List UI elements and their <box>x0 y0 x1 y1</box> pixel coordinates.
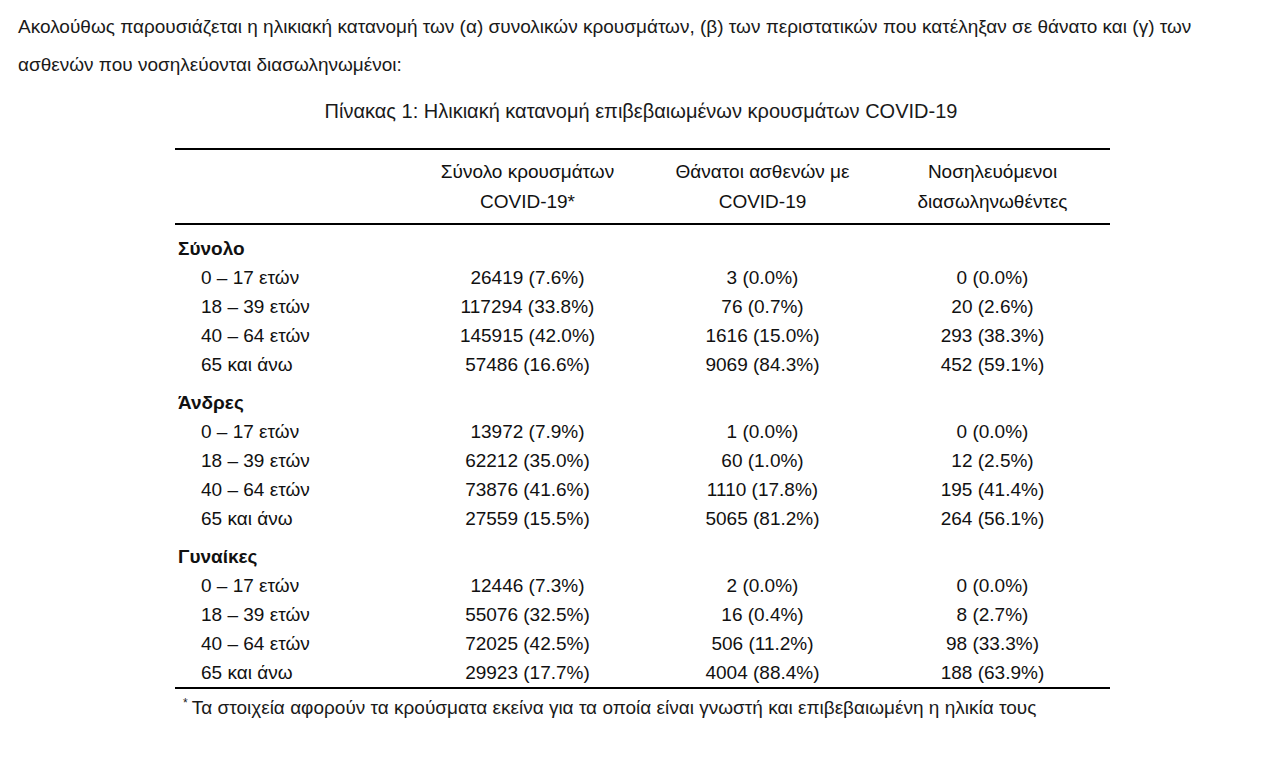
table-row: 65 και άνω 57486 (16.6%) 9069 (84.3%) 45… <box>175 350 1110 379</box>
age-label: 18 – 39 ετών <box>175 600 405 629</box>
table-row: 40 – 64 ετών 73876 (41.6%) 1110 (17.8%) … <box>175 475 1110 504</box>
header-row: Σύνολο κρουσμάτων COVID-19* Θάνατοι ασθεν… <box>175 149 1110 224</box>
table-row: 18 – 39 ετών 62212 (35.0%) 60 (1.0%) 12 … <box>175 446 1110 475</box>
table-row: 65 και άνω 27559 (15.5%) 5065 (81.2%) 26… <box>175 504 1110 533</box>
intubated-value: 0 (0.0%) <box>875 417 1110 446</box>
age-label: 18 – 39 ετών <box>175 292 405 321</box>
age-label: 65 και άνω <box>175 350 405 379</box>
cases-value: 13972 (7.9%) <box>405 417 650 446</box>
cases-value: 145915 (42.0%) <box>405 321 650 350</box>
covid-age-distribution-table: Σύνολο κρουσμάτων COVID-19* Θάνατοι ασθεν… <box>175 148 1110 689</box>
intubated-value: 195 (41.4%) <box>875 475 1110 504</box>
deaths-value: 76 (0.7%) <box>650 292 875 321</box>
deaths-value: 9069 (84.3%) <box>650 350 875 379</box>
table-body: Σύνολο 0 – 17 ετών 26419 (7.6%) 3 (0.0%)… <box>175 224 1110 688</box>
table-row: 65 και άνω 29923 (17.7%) 4004 (88.4%) 18… <box>175 658 1110 688</box>
age-label: 65 και άνω <box>175 504 405 533</box>
table-row: 40 – 64 ετών 72025 (42.5%) 506 (11.2%) 9… <box>175 629 1110 658</box>
age-label: 0 – 17 ετών <box>175 263 405 292</box>
deaths-value: 4004 (88.4%) <box>650 658 875 688</box>
table-row: 18 – 39 ετών 55076 (32.5%) 16 (0.4%) 8 (… <box>175 600 1110 629</box>
intubated-value: 293 (38.3%) <box>875 321 1110 350</box>
header-deaths: Θάνατοι ασθενών με COVID-19 <box>650 149 875 224</box>
deaths-value: 5065 (81.2%) <box>650 504 875 533</box>
cases-value: 27559 (15.5%) <box>405 504 650 533</box>
table-row: 18 – 39 ετών 117294 (33.8%) 76 (0.7%) 20… <box>175 292 1110 321</box>
cases-value: 62212 (35.0%) <box>405 446 650 475</box>
header-intubated-line2: διασωληνωθέντες <box>917 191 1067 212</box>
header-deaths-line1: Θάνατοι ασθενών με <box>676 161 850 182</box>
section-header-total: Σύνολο <box>175 224 1110 263</box>
table-footnote: * Τα στοιχεία αφορούν τα κρούσματα εκείνα… <box>183 696 1282 719</box>
header-intubated: Νοσηλευόμενοι διασωληνωθέντες <box>875 149 1110 224</box>
cases-value: 55076 (32.5%) <box>405 600 650 629</box>
deaths-value: 1110 (17.8%) <box>650 475 875 504</box>
header-total-cases-line1: Σύνολο κρουσμάτων <box>441 161 614 182</box>
cases-value: 29923 (17.7%) <box>405 658 650 688</box>
footnote-text: Τα στοιχεία αφορούν τα κρούσματα εκείνα … <box>192 697 1037 718</box>
deaths-value: 60 (1.0%) <box>650 446 875 475</box>
age-label: 40 – 64 ετών <box>175 475 405 504</box>
table-title: Πίνακας 1: Ηλικιακή κατανομή επιβεβαιωμέ… <box>0 100 1282 123</box>
intubated-value: 8 (2.7%) <box>875 600 1110 629</box>
deaths-value: 1 (0.0%) <box>650 417 875 446</box>
intubated-value: 264 (56.1%) <box>875 504 1110 533</box>
table-row: 40 – 64 ετών 145915 (42.0%) 1616 (15.0%)… <box>175 321 1110 350</box>
header-total-cases: Σύνολο κρουσμάτων COVID-19* <box>405 149 650 224</box>
age-label: 0 – 17 ετών <box>175 571 405 600</box>
intubated-value: 20 (2.6%) <box>875 292 1110 321</box>
deaths-value: 506 (11.2%) <box>650 629 875 658</box>
document-page: Ακολούθως παρουσιάζεται η ηλικιακή καταν… <box>0 0 1282 764</box>
deaths-value: 16 (0.4%) <box>650 600 875 629</box>
deaths-value: 3 (0.0%) <box>650 263 875 292</box>
header-empty <box>175 149 405 224</box>
section-header-men: Άνδρες <box>175 379 1110 417</box>
intubated-value: 12 (2.5%) <box>875 446 1110 475</box>
age-label: 65 και άνω <box>175 658 405 688</box>
intubated-value: 188 (63.9%) <box>875 658 1110 688</box>
intubated-value: 98 (33.3%) <box>875 629 1110 658</box>
intubated-value: 452 (59.1%) <box>875 350 1110 379</box>
table-header: Σύνολο κρουσμάτων COVID-19* Θάνατοι ασθεν… <box>175 149 1110 224</box>
intro-line-1: Ακολούθως παρουσιάζεται η ηλικιακή καταν… <box>18 16 1191 37</box>
cases-value: 73876 (41.6%) <box>405 475 650 504</box>
age-label: 40 – 64 ετών <box>175 629 405 658</box>
age-label: 18 – 39 ετών <box>175 446 405 475</box>
cases-value: 117294 (33.8%) <box>405 292 650 321</box>
age-label: 40 – 64 ετών <box>175 321 405 350</box>
cases-value: 72025 (42.5%) <box>405 629 650 658</box>
deaths-value: 2 (0.0%) <box>650 571 875 600</box>
age-label: 0 – 17 ετών <box>175 417 405 446</box>
section-header-women: Γυναίκες <box>175 533 1110 571</box>
table-row: 0 – 17 ετών 12446 (7.3%) 2 (0.0%) 0 (0.0… <box>175 571 1110 600</box>
cases-value: 57486 (16.6%) <box>405 350 650 379</box>
cases-value: 26419 (7.6%) <box>405 263 650 292</box>
intubated-value: 0 (0.0%) <box>875 571 1110 600</box>
footnote-asterisk: * <box>183 696 188 710</box>
table-row: 0 – 17 ετών 26419 (7.6%) 3 (0.0%) 0 (0.0… <box>175 263 1110 292</box>
intubated-value: 0 (0.0%) <box>875 263 1110 292</box>
intro-line-2: ασθενών που νοσηλεύονται διασωληνωμένοι: <box>18 54 402 75</box>
header-deaths-line2: COVID-19 <box>719 191 807 212</box>
header-total-cases-line2: COVID-19* <box>480 191 575 212</box>
intro-paragraph: Ακολούθως παρουσιάζεται η ηλικιακή καταν… <box>0 0 1282 84</box>
deaths-value: 1616 (15.0%) <box>650 321 875 350</box>
table-row: 0 – 17 ετών 13972 (7.9%) 1 (0.0%) 0 (0.0… <box>175 417 1110 446</box>
cases-value: 12446 (7.3%) <box>405 571 650 600</box>
header-intubated-line1: Νοσηλευόμενοι <box>928 161 1057 182</box>
